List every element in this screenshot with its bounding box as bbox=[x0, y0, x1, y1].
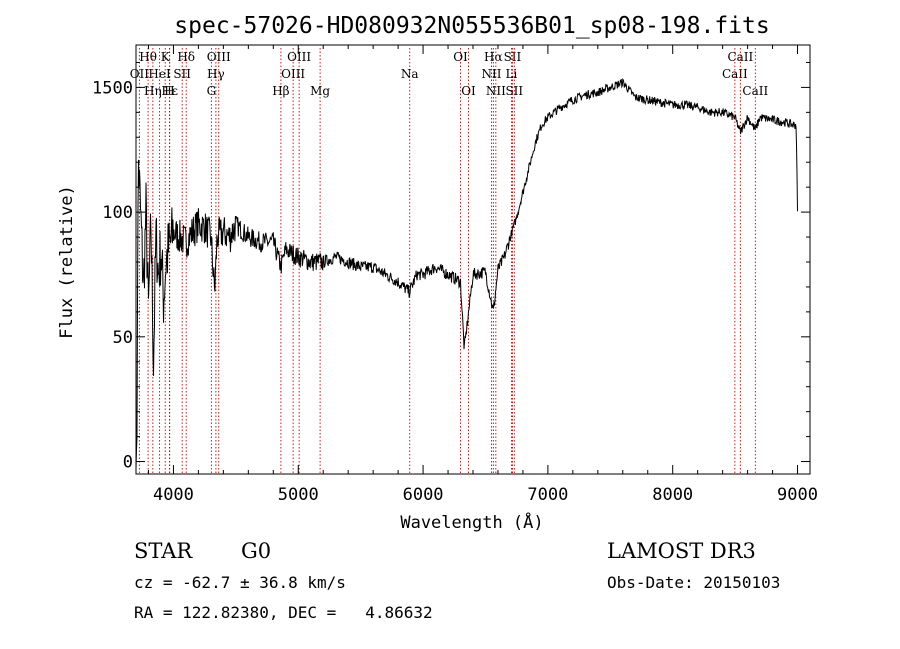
x-tick-label: 6000 bbox=[403, 485, 444, 505]
line-marker-label: OIII bbox=[281, 67, 305, 81]
line-marker-label: G bbox=[207, 84, 217, 98]
line-marker-label: NII bbox=[486, 84, 506, 98]
line-marker-label: Na bbox=[401, 67, 419, 81]
line-marker-label: Li bbox=[506, 67, 518, 81]
x-tick-label: 4000 bbox=[153, 485, 194, 505]
line-marker-label: H bbox=[164, 84, 174, 98]
y-tick-label: 50 bbox=[113, 328, 133, 348]
spectrum-series bbox=[135, 77, 798, 470]
subclass-label: G0 bbox=[241, 539, 272, 563]
y-tick-label: 1500 bbox=[92, 78, 133, 98]
x-tick-label: 8000 bbox=[652, 485, 693, 505]
cz-value: cz = -62.7 ± 36.8 km/s bbox=[134, 573, 346, 592]
x-tick-label: 5000 bbox=[278, 485, 319, 505]
line-marker-label: SII bbox=[173, 67, 191, 81]
y-tick-label: 0 bbox=[123, 453, 133, 473]
line-marker-label: Mg bbox=[310, 84, 330, 98]
obs-date: Obs-Date: 20150103 bbox=[607, 573, 781, 592]
line-marker-label: SII bbox=[504, 50, 522, 64]
line-marker-label: Hη bbox=[144, 84, 162, 98]
y-axis-label: Flux (relative) bbox=[57, 185, 77, 339]
line-marker-label: Hθ bbox=[139, 50, 157, 64]
line-marker-label: Hβ bbox=[272, 84, 289, 98]
line-marker-label: OIII bbox=[207, 50, 231, 64]
line-marker-label: CaII bbox=[722, 67, 748, 81]
chart-title: spec-57026-HD080932N055536B01_sp08-198.f… bbox=[174, 13, 769, 39]
line-marker-label: SII bbox=[505, 84, 523, 98]
line-marker-label: NII bbox=[481, 67, 501, 81]
line-marker-label: OI bbox=[461, 84, 476, 98]
axes: 4000 5000 6000 7000 8000 9000 0 50 100 1500 bbox=[92, 45, 818, 505]
x-axis-label: Wavelength (Å) bbox=[400, 511, 543, 533]
x-tick-label: 9000 bbox=[777, 485, 818, 505]
spectrum-line bbox=[135, 77, 798, 470]
line-marker-label: Hα bbox=[484, 50, 503, 64]
line-marker-label: HeI bbox=[148, 67, 171, 81]
line-marker-label: Hδ bbox=[177, 50, 195, 64]
line-marker-label: OII bbox=[130, 67, 150, 81]
x-tick-label: 7000 bbox=[527, 485, 568, 505]
line-marker-label: CaII bbox=[727, 50, 753, 64]
survey-label: LAMOST DR3 bbox=[607, 539, 756, 563]
line-marker-label: K bbox=[161, 50, 171, 64]
plot-frame bbox=[135, 44, 811, 475]
line-marker-label: CaII bbox=[742, 84, 768, 98]
coordinates: RA = 122.82380, DEC = 4.86632 bbox=[134, 603, 433, 622]
line-marker-label: OI bbox=[453, 50, 468, 64]
y-tick-label: 100 bbox=[102, 203, 133, 223]
class-label: STAR bbox=[134, 539, 193, 563]
line-marker-label: OIII bbox=[287, 50, 311, 64]
line-marker-label: Hγ bbox=[207, 67, 225, 81]
